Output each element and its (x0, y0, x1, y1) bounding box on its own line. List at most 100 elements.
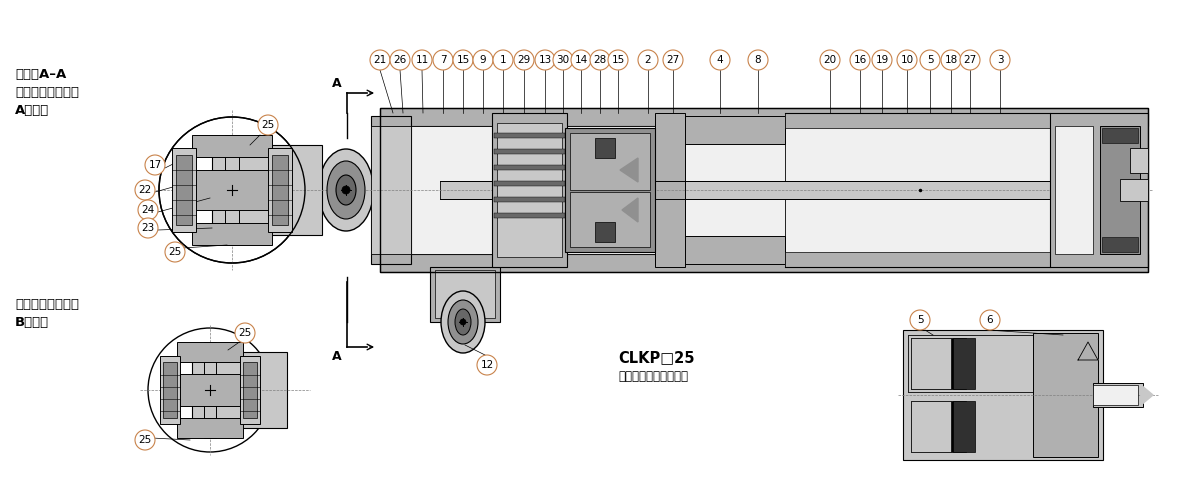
Text: 26: 26 (393, 55, 406, 65)
Circle shape (920, 50, 940, 70)
Bar (1049, 113, 1148, 267)
Bar (163, 362, 177, 418)
Circle shape (710, 50, 730, 70)
Text: 断面図A–A: 断面図A–A (16, 68, 66, 81)
Bar (240, 356, 260, 424)
Circle shape (477, 355, 497, 375)
Text: 30: 30 (556, 55, 569, 65)
Circle shape (138, 200, 158, 220)
Bar (497, 123, 562, 257)
Text: 13: 13 (538, 55, 551, 65)
Bar (494, 165, 565, 170)
Text: 18: 18 (944, 55, 957, 65)
Ellipse shape (327, 161, 365, 219)
Ellipse shape (455, 309, 471, 335)
Bar (910, 338, 951, 389)
Bar (192, 170, 272, 210)
Text: 17: 17 (149, 160, 162, 170)
Text: 12: 12 (480, 360, 494, 370)
Circle shape (748, 50, 768, 70)
Text: 16: 16 (853, 55, 866, 65)
Text: Aの場合: Aの場合 (16, 104, 49, 117)
Text: 1: 1 (500, 55, 507, 65)
Text: 25: 25 (139, 435, 152, 445)
Text: 5: 5 (927, 55, 933, 65)
Bar (570, 133, 651, 190)
Bar (192, 352, 288, 428)
Bar (908, 335, 1033, 392)
Bar (177, 374, 243, 406)
Circle shape (910, 310, 930, 330)
Bar (1130, 148, 1148, 173)
Bar (1093, 383, 1143, 407)
Ellipse shape (335, 175, 356, 205)
Circle shape (940, 50, 961, 70)
Bar (494, 181, 565, 186)
Ellipse shape (448, 300, 478, 344)
Bar (380, 126, 1148, 254)
Bar (192, 223, 272, 245)
Circle shape (851, 50, 870, 70)
Text: A: A (332, 350, 341, 363)
Bar (192, 135, 272, 157)
Circle shape (639, 50, 658, 70)
Circle shape (460, 319, 466, 325)
Text: クレビス幅記号：: クレビス幅記号： (16, 86, 79, 99)
Bar (371, 126, 411, 254)
Bar (1055, 126, 1093, 254)
Bar (268, 148, 292, 232)
Circle shape (473, 50, 494, 70)
Circle shape (235, 323, 255, 343)
Circle shape (536, 50, 555, 70)
Bar (565, 128, 655, 252)
Text: 11: 11 (416, 55, 429, 65)
Text: 6: 6 (987, 315, 993, 325)
Text: 14: 14 (574, 55, 588, 65)
Circle shape (553, 50, 573, 70)
Bar (655, 113, 685, 267)
Circle shape (990, 50, 1010, 70)
Text: 25: 25 (238, 328, 252, 338)
Bar (595, 222, 615, 242)
Circle shape (258, 115, 278, 135)
Circle shape (412, 50, 432, 70)
Bar (1033, 333, 1099, 457)
Circle shape (138, 218, 158, 238)
Text: 22: 22 (139, 185, 152, 195)
Circle shape (662, 50, 683, 70)
Bar (1102, 128, 1138, 143)
Circle shape (589, 50, 610, 70)
Text: 27: 27 (963, 55, 976, 65)
Bar (492, 113, 567, 267)
Bar (430, 267, 500, 322)
Polygon shape (1078, 342, 1099, 360)
Bar (204, 342, 216, 438)
Text: 23: 23 (141, 223, 155, 233)
Circle shape (370, 50, 391, 70)
Bar (494, 213, 565, 218)
Polygon shape (1140, 385, 1152, 405)
Bar (494, 149, 565, 154)
Text: 7: 7 (440, 55, 447, 65)
Text: 29: 29 (518, 55, 531, 65)
Bar (952, 338, 975, 389)
Circle shape (145, 155, 165, 175)
Text: 20: 20 (823, 55, 836, 65)
Bar (243, 362, 258, 418)
Bar (435, 270, 495, 318)
Circle shape (514, 50, 534, 70)
Circle shape (432, 50, 453, 70)
Bar (785, 113, 1049, 267)
Circle shape (453, 50, 473, 70)
Bar (380, 254, 1148, 272)
Bar (176, 155, 192, 225)
Bar (380, 108, 1148, 272)
Circle shape (819, 50, 840, 70)
Bar (173, 148, 196, 232)
Bar (785, 113, 1049, 128)
Text: 19: 19 (876, 55, 889, 65)
Bar (1093, 385, 1138, 405)
Polygon shape (622, 198, 639, 222)
Bar (272, 155, 288, 225)
Text: 15: 15 (611, 55, 624, 65)
